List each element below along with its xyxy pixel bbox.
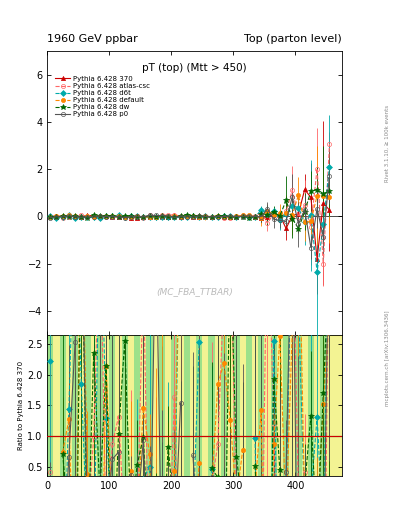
- Bar: [246, 334, 252, 476]
- Legend: Pythia 6.428 370, Pythia 6.428 atlas-csc, Pythia 6.428 d6t, Pythia 6.428 default: Pythia 6.428 370, Pythia 6.428 atlas-csc…: [53, 75, 151, 118]
- Bar: [171, 334, 178, 476]
- Bar: [159, 334, 165, 476]
- Text: (MC_FBA_TTBAR): (MC_FBA_TTBAR): [156, 288, 233, 296]
- Bar: [147, 334, 152, 476]
- Bar: [283, 334, 289, 476]
- Bar: [196, 334, 202, 476]
- Text: Top (parton level): Top (parton level): [244, 33, 342, 44]
- Bar: [296, 334, 301, 476]
- Bar: [270, 334, 277, 476]
- Text: mcplots.cern.ch [arXiv:1306.3436]: mcplots.cern.ch [arXiv:1306.3436]: [385, 311, 390, 406]
- Bar: [84, 334, 91, 476]
- Bar: [97, 334, 103, 476]
- Text: 1960 GeV ppbar: 1960 GeV ppbar: [47, 33, 138, 44]
- Bar: [221, 334, 227, 476]
- Bar: [72, 334, 78, 476]
- Bar: [320, 334, 327, 476]
- Bar: [209, 334, 215, 476]
- Bar: [60, 334, 66, 476]
- Bar: [308, 334, 314, 476]
- Bar: [134, 334, 140, 476]
- Y-axis label: Ratio to Pythia 6.428 370: Ratio to Pythia 6.428 370: [18, 361, 24, 450]
- Bar: [109, 334, 116, 476]
- Text: pT (top) (Mtt > 450): pT (top) (Mtt > 450): [142, 62, 247, 73]
- Bar: [184, 334, 190, 476]
- Text: Rivet 3.1.10, ≥ 100k events: Rivet 3.1.10, ≥ 100k events: [385, 105, 390, 182]
- Bar: [47, 334, 342, 476]
- Bar: [47, 334, 53, 476]
- Bar: [121, 334, 128, 476]
- Bar: [233, 334, 239, 476]
- Bar: [258, 334, 264, 476]
